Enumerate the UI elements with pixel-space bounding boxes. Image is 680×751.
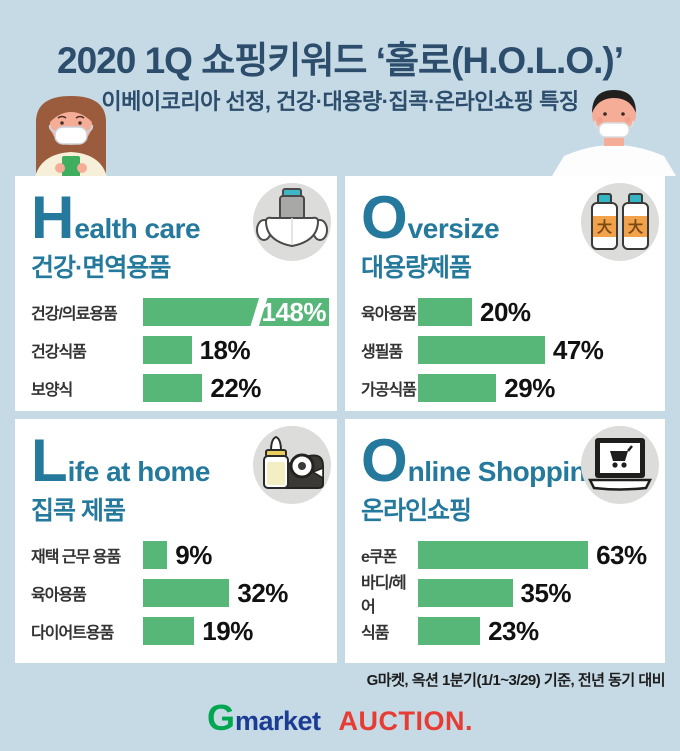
panel-title-korean: 건강·면역용품 xyxy=(31,254,171,282)
bar-row: 건강식품 18% xyxy=(31,334,321,365)
panel-initial-letter: L xyxy=(31,427,68,494)
icon-circle xyxy=(253,183,331,261)
icon-circle xyxy=(253,426,331,504)
bar-label: 재택 근무 용품 xyxy=(31,549,121,566)
bar-row: 재택 근무 용품 9% xyxy=(31,539,321,570)
bar-row: 식품 23% xyxy=(361,615,649,646)
bar-daily-necessities xyxy=(418,336,545,364)
bar-value: 19% xyxy=(202,615,253,646)
bar-value: 32% xyxy=(237,577,288,608)
auction-logo: AUCTION. xyxy=(338,706,474,736)
bar-value: 22% xyxy=(210,372,261,403)
panel-title-english: nline Shopping xyxy=(407,456,604,487)
bar-baby-products xyxy=(143,579,230,607)
panel-title-korean: 집콕 제품 xyxy=(31,497,126,525)
face-mask-and-medicine-bottle-icon xyxy=(256,188,328,248)
bar-value: 9% xyxy=(175,539,212,570)
bar-value: 35% xyxy=(520,577,572,608)
bar-chart-health-care: 건강/의료용품 148% 건강식품 18% 보양식 22% xyxy=(31,293,329,403)
bar-row: 생필품 47% xyxy=(361,334,649,365)
bar-chart-life-at-home: 재택 근무 용품 9% 육아용품 32% 다이어트용품 19% xyxy=(31,539,321,646)
bar-wfh-supplies xyxy=(143,541,168,569)
poster-subtitle: 이베이코리아 선정, 건강·대용량·집콕·온라인쇼핑 특징 xyxy=(101,89,579,114)
bar-label: 육아용품 xyxy=(31,587,87,604)
bar-health-medical: 148% xyxy=(143,293,329,331)
bar-value: 148% xyxy=(261,296,327,327)
gmarket-wordmark: market xyxy=(234,706,321,736)
bar-value: 23% xyxy=(488,615,539,646)
bar-ecoupon xyxy=(418,541,589,569)
bar-health-tonic xyxy=(143,374,203,402)
bar-value: 63% xyxy=(596,539,647,570)
icon-circle xyxy=(581,426,659,504)
bar-row: 육아용품 20% xyxy=(361,296,649,327)
bar-diet-products xyxy=(143,617,195,645)
bar-value: 29% xyxy=(504,372,555,403)
bar-label: 다이어트용품 xyxy=(31,625,114,642)
bar-label: e쿠폰 xyxy=(361,549,397,566)
bar-chart-oversize: 육아용품 20% 생필품 47% 가공식품 29% xyxy=(361,296,649,403)
bar-row: 보양식 22% xyxy=(31,372,321,403)
bar-label: 바디/헤어 xyxy=(361,575,407,616)
bar-row: 다이어트용품 19% xyxy=(31,615,321,646)
bar-row: 건강/의료용품 148% xyxy=(31,293,329,331)
panel-title-english: versize xyxy=(407,213,500,244)
masked-woman-illustration xyxy=(34,96,108,182)
laptop-with-shopping-cart-icon xyxy=(587,438,653,491)
brand-logos: Gmarket AUCTION. xyxy=(0,697,680,739)
bar-label: 가공식품 xyxy=(361,382,417,399)
bar-baby-products xyxy=(418,298,472,326)
bar-label: 건강식품 xyxy=(31,344,87,361)
bar-label: 육아용품 xyxy=(361,306,417,323)
panel-initial-letter: H xyxy=(31,184,75,251)
bar-row: 바디/헤어 35% xyxy=(361,575,649,616)
bar-row: 육아용품 32% xyxy=(31,577,321,608)
bar-label: 식품 xyxy=(361,625,389,642)
bar-row: 가공식품 29% xyxy=(361,372,649,403)
poster-title: 2020 1Q 쇼핑키워드 ‘홀로(H.O.L.O.)’ xyxy=(57,40,624,81)
gmarket-logo: Gmarket xyxy=(207,697,321,739)
two-large-bottles-icon: 大 大 xyxy=(591,193,649,250)
svg-text:大: 大 xyxy=(628,218,643,236)
panel-title-korean: 온라인쇼핑 xyxy=(361,497,472,525)
panel-title-english: ealth care xyxy=(74,213,201,244)
masked-man-illustration xyxy=(552,90,676,176)
bar-food xyxy=(418,617,481,645)
panel-initial-letter: O xyxy=(361,427,408,494)
panel-title-english: ife at home xyxy=(67,456,211,487)
panel-title-korean: 대용량제품 xyxy=(361,254,472,282)
svg-text:大: 大 xyxy=(597,218,612,236)
bar-label: 보양식 xyxy=(31,382,73,399)
bar-row: e쿠폰 63% xyxy=(361,539,649,570)
bar-health-food xyxy=(143,336,192,364)
bar-label: 생필품 xyxy=(361,344,403,361)
panel-initial-letter: O xyxy=(361,184,408,251)
baby-bottle-and-tape-dispenser-icon xyxy=(263,435,324,489)
bar-label: 건강/의료용품 xyxy=(31,306,118,323)
bar-value: 47% xyxy=(552,334,604,365)
gmarket-g-mark: G xyxy=(206,697,235,738)
bar-value: 20% xyxy=(480,296,531,327)
bar-body-hair xyxy=(418,579,513,607)
bar-chart-online-shopping: e쿠폰 63% 바디/헤어 35% 식품 23% xyxy=(361,539,649,646)
icon-circle: 大 大 xyxy=(581,183,659,261)
source-footnote: G마켓, 옥션 1분기(1/1~3/29) 기준, 전년 동기 대비 xyxy=(366,672,666,689)
bar-value: 18% xyxy=(199,334,251,365)
bar-processed-food xyxy=(418,374,497,402)
